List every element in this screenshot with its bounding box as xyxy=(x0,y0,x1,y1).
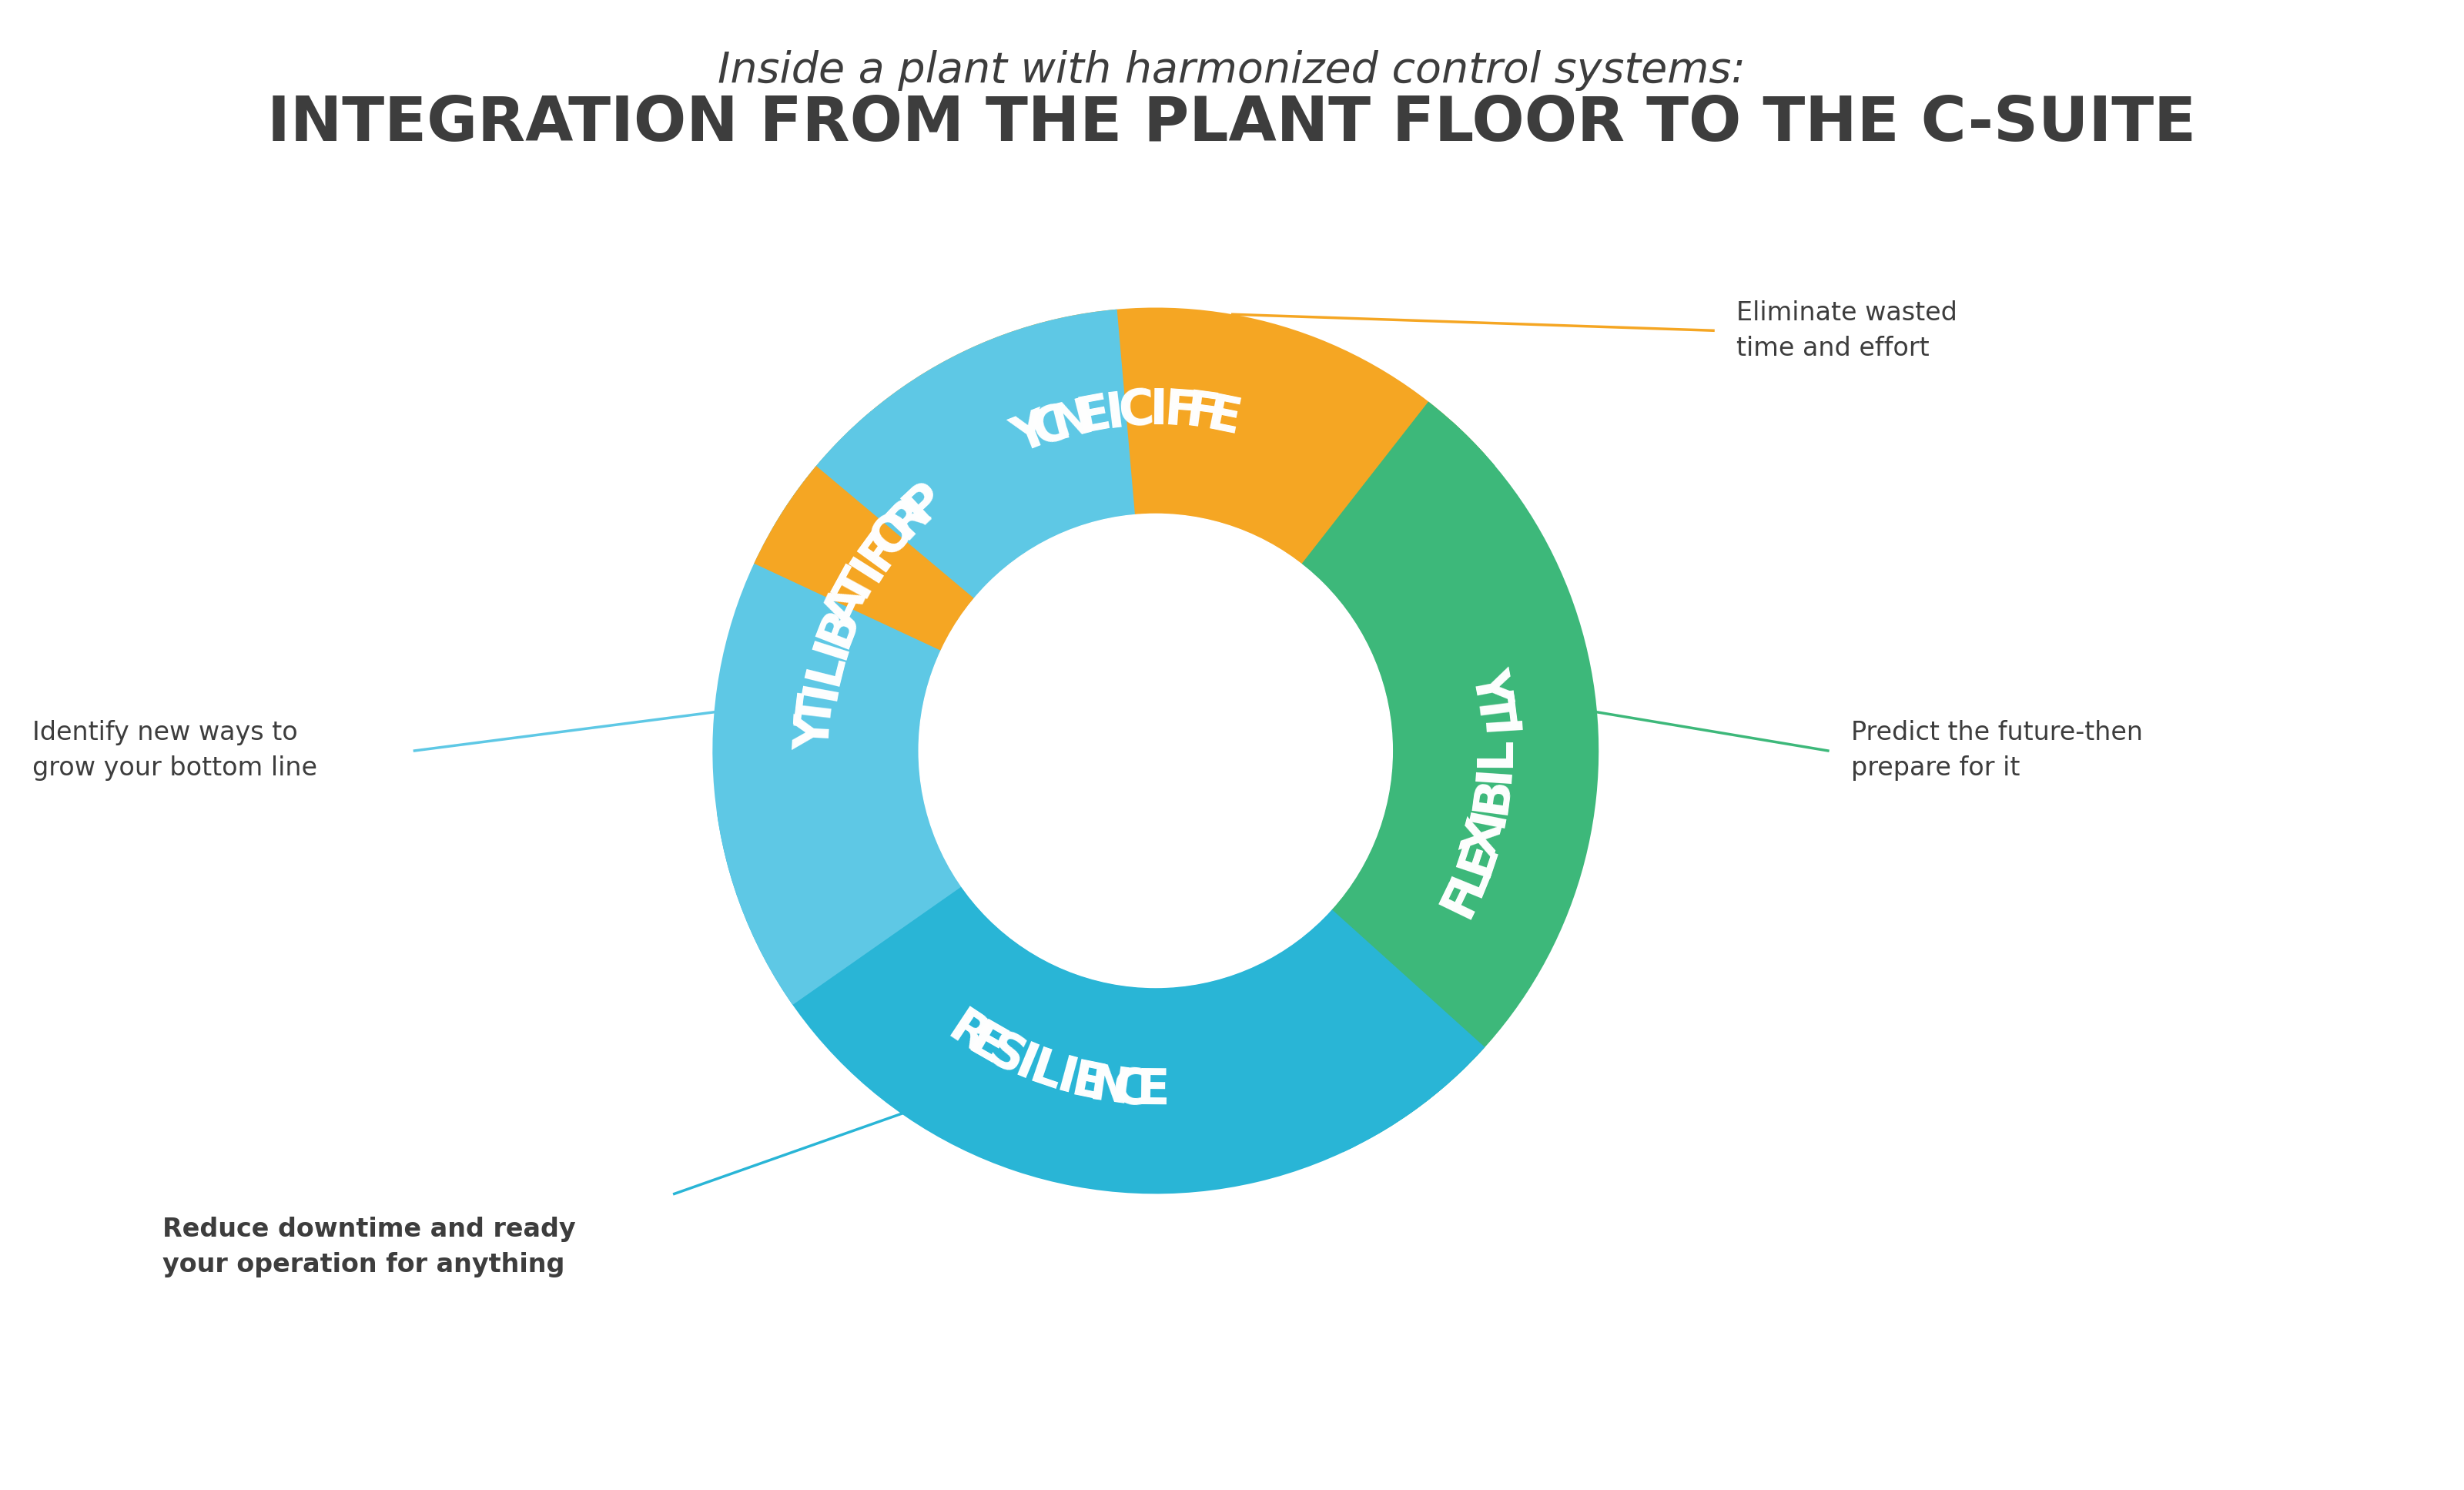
Text: X: X xyxy=(1456,814,1513,863)
Wedge shape xyxy=(1257,909,1486,1152)
Text: L: L xyxy=(1023,1044,1069,1100)
Wedge shape xyxy=(717,784,1469,1193)
Text: R: R xyxy=(939,1004,998,1065)
Text: E: E xyxy=(1202,390,1244,444)
Text: E: E xyxy=(1067,1056,1109,1110)
Text: C: C xyxy=(1027,399,1077,456)
Text: B: B xyxy=(1466,773,1518,817)
Text: Predict the future-then
prepare for it: Predict the future-then prepare for it xyxy=(1850,720,2144,781)
Text: INTEGRATION FROM THE PLANT FLOOR TO THE C-SUITE: INTEGRATION FROM THE PLANT FLOOR TO THE … xyxy=(269,94,2195,155)
Text: Y: Y xyxy=(1464,665,1515,709)
Text: B: B xyxy=(811,600,867,653)
Text: I: I xyxy=(843,548,894,590)
Text: L: L xyxy=(1441,855,1498,903)
Text: T: T xyxy=(793,691,843,730)
Text: I: I xyxy=(806,632,857,663)
Text: I: I xyxy=(796,676,845,703)
Text: I: I xyxy=(1104,389,1126,438)
Text: F: F xyxy=(853,523,909,578)
Text: E: E xyxy=(1072,390,1114,443)
Wedge shape xyxy=(712,310,1136,1004)
Text: N: N xyxy=(1047,393,1099,450)
Wedge shape xyxy=(771,411,1003,632)
Text: S: S xyxy=(978,1027,1032,1085)
Text: I: I xyxy=(1471,763,1520,784)
Text: Identify new ways to
grow your bottom line: Identify new ways to grow your bottom li… xyxy=(32,720,318,781)
Text: N: N xyxy=(1087,1061,1133,1115)
Text: R: R xyxy=(877,487,939,548)
Text: T: T xyxy=(828,562,887,614)
Text: I: I xyxy=(1471,720,1520,741)
Text: Inside a plant with harmonized control systems:: Inside a plant with harmonized control s… xyxy=(717,51,1747,91)
Wedge shape xyxy=(779,307,1486,626)
Text: A: A xyxy=(818,580,877,635)
Wedge shape xyxy=(754,466,973,651)
Text: E: E xyxy=(961,1016,1013,1074)
Text: C: C xyxy=(1111,1065,1151,1115)
Circle shape xyxy=(919,514,1392,988)
Text: T: T xyxy=(1466,688,1518,729)
Text: I: I xyxy=(1148,387,1168,435)
Text: F: F xyxy=(1163,386,1198,437)
Text: I: I xyxy=(1008,1040,1042,1091)
Text: E: E xyxy=(1136,1067,1170,1115)
Text: O: O xyxy=(862,502,926,565)
Text: C: C xyxy=(1119,386,1156,437)
Text: Reduce downtime and ready
your operation for anything: Reduce downtime and ready your operation… xyxy=(163,1217,577,1278)
Text: Y: Y xyxy=(1005,405,1057,463)
Text: I: I xyxy=(1464,803,1515,830)
Text: L: L xyxy=(1471,736,1520,767)
Text: F: F xyxy=(1183,387,1222,440)
Text: E: E xyxy=(1449,834,1506,882)
Text: P: P xyxy=(894,472,954,532)
Text: L: L xyxy=(798,648,853,690)
Text: Y: Y xyxy=(791,714,840,752)
Wedge shape xyxy=(1301,402,1496,599)
Text: F: F xyxy=(1434,873,1491,924)
Wedge shape xyxy=(1274,422,1599,1134)
Text: I: I xyxy=(1052,1053,1082,1104)
Text: Eliminate wasted
time and effort: Eliminate wasted time and effort xyxy=(1737,299,1956,361)
